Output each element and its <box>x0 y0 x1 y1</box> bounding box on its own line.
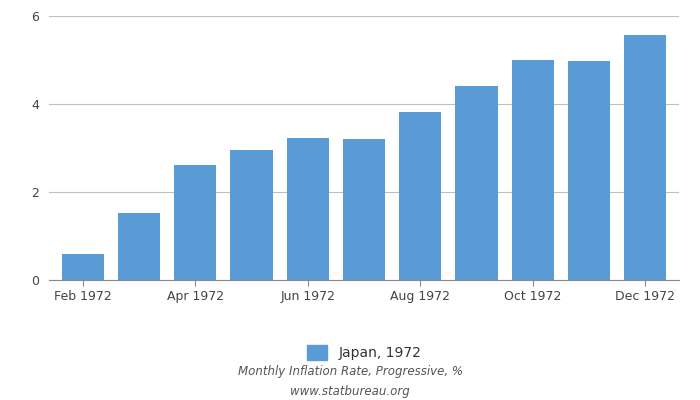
Bar <box>568 61 610 280</box>
Bar <box>174 165 216 280</box>
Bar <box>287 138 329 280</box>
Legend: Japan, 1972: Japan, 1972 <box>301 340 427 366</box>
Text: Monthly Inflation Rate, Progressive, %: Monthly Inflation Rate, Progressive, % <box>237 366 463 378</box>
Text: www.statbureau.org: www.statbureau.org <box>290 386 410 398</box>
Bar <box>456 86 498 280</box>
Bar <box>512 60 554 280</box>
Bar <box>343 139 385 280</box>
Bar <box>230 150 272 280</box>
Bar <box>624 35 666 280</box>
Bar <box>399 112 441 280</box>
Bar <box>62 254 104 280</box>
Bar <box>118 213 160 280</box>
